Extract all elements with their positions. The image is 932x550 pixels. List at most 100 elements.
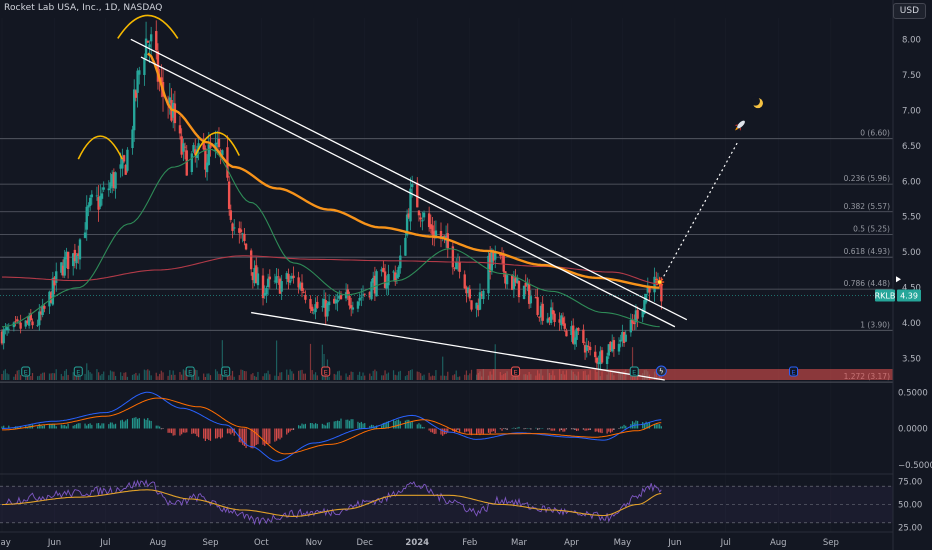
macd-histogram-bar bbox=[659, 424, 661, 429]
candle-body bbox=[624, 334, 627, 342]
macd-histogram-bar bbox=[221, 428, 223, 438]
macd-histogram-bar bbox=[18, 427, 20, 429]
volume-bar bbox=[399, 370, 401, 380]
macd-histogram-bar bbox=[416, 424, 418, 429]
candle-body bbox=[360, 296, 363, 298]
macd-histogram-bar bbox=[428, 428, 430, 431]
macd-histogram-bar bbox=[226, 428, 229, 434]
candle-body bbox=[565, 330, 568, 337]
time-tick-label: May bbox=[0, 538, 11, 548]
candle-body bbox=[573, 337, 577, 345]
volume-bar bbox=[40, 373, 42, 380]
candle-body bbox=[524, 282, 527, 287]
earnings-marker bbox=[221, 366, 231, 377]
lightning-marker bbox=[655, 365, 667, 377]
volume-bar bbox=[135, 372, 137, 380]
candle-body bbox=[434, 230, 438, 238]
candle-body bbox=[321, 306, 324, 308]
volume-bar bbox=[416, 371, 418, 380]
candle-body bbox=[194, 149, 197, 155]
candle-body bbox=[339, 295, 343, 300]
candle-body bbox=[133, 89, 136, 131]
macd-histogram-bar bbox=[131, 418, 134, 429]
candle-body bbox=[577, 327, 580, 331]
volume-bar bbox=[89, 372, 91, 380]
macd-histogram-bar bbox=[170, 428, 173, 434]
candle-body bbox=[275, 276, 278, 283]
macd-histogram-bar bbox=[269, 428, 271, 444]
candle-body bbox=[131, 129, 134, 149]
candle-body bbox=[643, 299, 646, 314]
macd-histogram-bar bbox=[572, 428, 574, 430]
candle-body bbox=[265, 288, 268, 295]
macd-histogram-bar bbox=[494, 428, 496, 434]
time-tick-label: Apr bbox=[564, 538, 579, 548]
candle-body bbox=[382, 268, 385, 273]
volume-bar bbox=[447, 371, 449, 380]
volume-bar bbox=[360, 376, 362, 380]
volume-bar bbox=[84, 373, 86, 380]
volume-bar bbox=[150, 375, 152, 380]
volume-strip bbox=[476, 369, 893, 380]
volume-bar bbox=[298, 370, 300, 380]
candle-body bbox=[156, 51, 160, 82]
candle-body bbox=[229, 210, 233, 220]
candle-body bbox=[100, 193, 104, 199]
time-axis[interactable]: May Jun Jul Aug Sep Oct Nov Dec 2024 Feb Mar Apr May… bbox=[0, 538, 839, 548]
volume-bar bbox=[269, 374, 271, 380]
macd-histogram-bar bbox=[459, 428, 461, 432]
candle-body bbox=[511, 274, 514, 290]
price-axis[interactable]: 8.00 7.50 7.00 6.50 6.00 5.50 5.00 4.50 4.00 3.50… bbox=[892, 0, 932, 550]
candle-body bbox=[249, 250, 253, 270]
macd-histogram-bar bbox=[538, 428, 540, 430]
candle-body bbox=[470, 300, 473, 310]
candle-body bbox=[285, 273, 288, 280]
macd-histogram-bar bbox=[398, 419, 400, 429]
macd-histogram-bar bbox=[548, 428, 551, 430]
signal-line bbox=[2, 397, 662, 455]
candle-body bbox=[109, 182, 112, 189]
arc-right-shoulder bbox=[194, 131, 240, 156]
macd-histogram-bar bbox=[487, 428, 490, 433]
macd-histogram-bar bbox=[491, 428, 493, 432]
candle-body bbox=[146, 40, 149, 43]
volume-bar bbox=[369, 373, 371, 380]
candle-body bbox=[16, 319, 19, 321]
macd-histogram-bar bbox=[411, 421, 413, 429]
candle-body bbox=[333, 298, 336, 304]
macd-line bbox=[2, 391, 662, 462]
candle-body bbox=[66, 251, 70, 270]
candle-body bbox=[60, 262, 63, 273]
macd-histogram-bar bbox=[552, 428, 554, 431]
candle-body bbox=[439, 230, 443, 239]
volume-bar bbox=[226, 375, 229, 380]
macd-histogram-bar bbox=[214, 428, 217, 439]
earnings-marker-letter: E bbox=[24, 369, 28, 377]
volume-bar bbox=[420, 373, 422, 380]
volume-bar bbox=[433, 375, 435, 380]
candle-body bbox=[160, 77, 163, 82]
candle-body bbox=[351, 307, 355, 310]
macd-histogram-bar bbox=[631, 421, 634, 429]
volume-bar bbox=[384, 370, 386, 380]
candle-body bbox=[302, 291, 305, 293]
macd-histogram-bar bbox=[660, 426, 662, 429]
price-axis-background bbox=[893, 0, 932, 550]
volume-bar bbox=[196, 370, 198, 380]
macd-histogram-bar bbox=[643, 423, 645, 429]
candle-body bbox=[549, 307, 553, 323]
macd-histogram-bar bbox=[301, 423, 303, 429]
macd-histogram-bar bbox=[372, 425, 374, 429]
macd-histogram-bar bbox=[242, 428, 244, 445]
currency-button[interactable]: USD bbox=[892, 3, 926, 19]
rsi-tick-label: 50.00 bbox=[898, 501, 922, 511]
trend-drawings bbox=[77, 14, 739, 381]
macd-histogram-bar bbox=[250, 428, 252, 449]
macd-histogram-bar bbox=[289, 428, 291, 432]
candle-body bbox=[221, 150, 224, 156]
volume-bar bbox=[333, 373, 335, 380]
macd-histogram-bar bbox=[257, 428, 259, 445]
macd-histogram-bar bbox=[43, 425, 45, 429]
macd-histogram-bar bbox=[42, 425, 44, 429]
